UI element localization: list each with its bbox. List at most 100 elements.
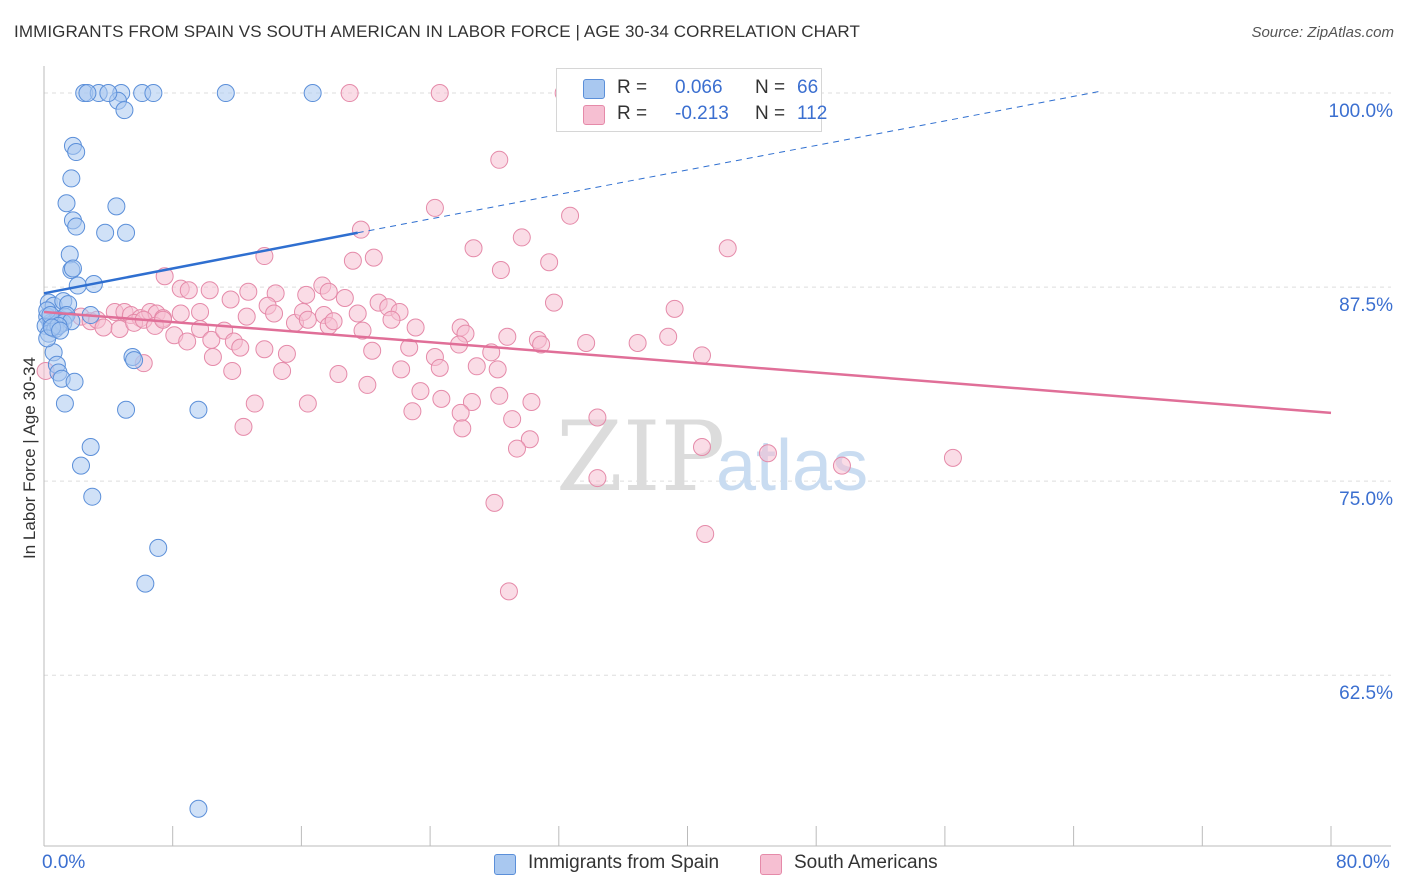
point-south-americans xyxy=(588,469,607,488)
point-south-americans xyxy=(540,253,559,272)
point-south-americans xyxy=(353,321,372,340)
point-south-americans xyxy=(239,282,258,301)
point-immigrants-from-spain xyxy=(83,487,102,506)
point-south-americans xyxy=(245,394,264,413)
axes xyxy=(43,66,1391,847)
y-tick-label: 100.0% xyxy=(1329,101,1394,122)
point-immigrants-from-spain xyxy=(303,84,322,103)
point-south-americans xyxy=(329,365,348,384)
point-south-americans xyxy=(298,394,317,413)
point-south-americans xyxy=(191,302,210,321)
point-south-americans xyxy=(485,493,504,512)
point-south-americans xyxy=(231,338,250,357)
point-south-americans xyxy=(265,304,284,323)
point-south-americans xyxy=(490,150,509,169)
point-south-americans xyxy=(430,84,449,103)
watermark-zip: ZIP xyxy=(556,401,725,513)
point-south-americans xyxy=(544,293,563,312)
point-south-americans xyxy=(588,408,607,427)
point-south-americans xyxy=(425,198,444,217)
point-south-americans xyxy=(532,335,551,354)
point-south-americans xyxy=(364,248,383,267)
point-south-americans xyxy=(488,360,507,379)
point-south-americans xyxy=(451,403,470,422)
point-south-americans xyxy=(273,361,292,380)
point-south-americans xyxy=(297,285,316,304)
point-south-americans xyxy=(178,332,197,351)
point-immigrants-from-spain xyxy=(67,143,86,162)
point-south-americans xyxy=(382,310,401,329)
series-immigrants-from-spain xyxy=(36,84,322,818)
point-south-americans xyxy=(561,206,580,225)
point-immigrants-from-spain xyxy=(125,351,144,370)
point-south-americans xyxy=(491,261,510,280)
legend-r-value: -0.213 xyxy=(675,103,729,124)
point-south-americans xyxy=(400,338,419,357)
point-south-americans xyxy=(392,360,411,379)
point-south-americans xyxy=(237,307,256,326)
point-south-americans xyxy=(499,582,518,601)
point-south-americans xyxy=(200,281,219,300)
point-immigrants-from-spain xyxy=(189,400,208,419)
series-south-americans xyxy=(36,84,962,601)
legend-swatch-blue xyxy=(583,79,605,99)
point-south-americans xyxy=(432,389,451,408)
point-immigrants-from-spain xyxy=(55,394,74,413)
chart-title: IMMIGRANTS FROM SPAIN VS SOUTH AMERICAN … xyxy=(14,22,860,41)
point-immigrants-from-spain xyxy=(57,194,76,213)
point-south-americans xyxy=(179,281,198,300)
point-south-americans xyxy=(659,327,678,346)
grid-lines xyxy=(44,92,1391,676)
point-south-americans xyxy=(255,340,274,359)
point-immigrants-from-spain xyxy=(216,84,235,103)
point-south-americans xyxy=(718,239,737,258)
point-south-americans xyxy=(277,344,296,363)
point-south-americans xyxy=(324,312,343,331)
trend-lines xyxy=(43,91,1332,415)
legend-swatch-blue xyxy=(494,854,516,875)
trend-line-south-americans xyxy=(43,310,1332,415)
point-immigrants-from-spain xyxy=(117,223,136,242)
legend-n-label: N = xyxy=(755,103,786,124)
point-immigrants-from-spain xyxy=(115,101,134,120)
stats-legend: R = 0.066 N = 66 R = -0.213 N = 112 xyxy=(556,68,827,132)
point-south-americans xyxy=(577,333,596,352)
point-south-americans xyxy=(348,304,367,323)
trend-line-spain-extension xyxy=(357,91,1100,234)
point-south-americans xyxy=(507,439,526,458)
point-south-americans xyxy=(692,438,711,457)
x-tick-label-min: 0.0% xyxy=(42,852,86,873)
y-tick-labels: 62.5% 75.0% 87.5% 100.0% xyxy=(1329,101,1394,704)
point-immigrants-from-spain xyxy=(149,538,168,557)
point-immigrants-from-spain xyxy=(78,84,97,103)
point-south-americans xyxy=(490,386,509,405)
legend-r-value: 0.066 xyxy=(675,77,723,98)
point-immigrants-from-spain xyxy=(63,259,82,278)
point-immigrants-from-spain xyxy=(62,169,81,188)
point-south-americans xyxy=(696,524,715,543)
point-south-americans xyxy=(406,318,425,337)
source-label: Source: ZipAtlas.com xyxy=(1251,24,1394,41)
point-south-americans xyxy=(512,228,531,247)
point-south-americans xyxy=(298,310,317,329)
point-immigrants-from-spain xyxy=(144,84,163,103)
point-south-americans xyxy=(363,341,382,360)
legend-r-label: R = xyxy=(617,77,648,98)
point-south-americans xyxy=(832,456,851,475)
watermark: ZIP atlas xyxy=(556,401,868,513)
point-south-americans xyxy=(758,444,777,463)
point-south-americans xyxy=(171,304,190,323)
x-tick-label-max: 80.0% xyxy=(1336,852,1390,873)
point-south-americans xyxy=(319,282,338,301)
point-south-americans xyxy=(467,357,486,376)
point-south-americans xyxy=(665,299,684,318)
y-tick-label: 87.5% xyxy=(1339,295,1393,316)
point-immigrants-from-spain xyxy=(65,372,84,391)
point-south-americans xyxy=(943,448,962,467)
point-immigrants-from-spain xyxy=(67,217,86,236)
point-south-americans xyxy=(403,402,422,421)
legend-swatch-pink xyxy=(760,854,782,875)
legend-r-label: R = xyxy=(617,103,648,124)
legend-n-value: 112 xyxy=(797,103,828,124)
